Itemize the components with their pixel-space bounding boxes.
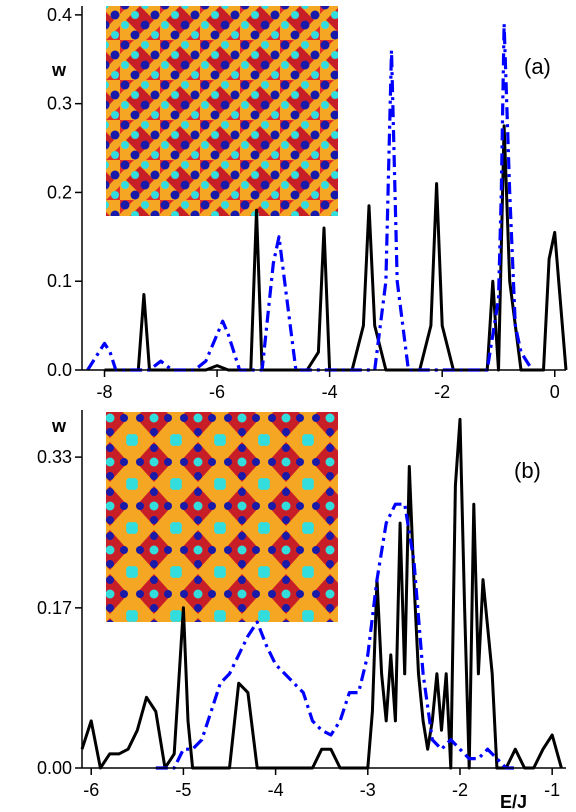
y-tick-label: 0.2 [47, 182, 72, 202]
y-tick-label: 0.3 [47, 94, 72, 114]
x-tick-label: -4 [322, 382, 338, 402]
lattice-inset-b [106, 412, 338, 622]
x-tick-label: -5 [175, 780, 191, 800]
y-tick-label: 0.1 [47, 271, 72, 291]
panel-b: -6 -5 -4 -3 -2 -1 0.00 0.17 0.33 w E/J (b) [37, 410, 566, 812]
y-tick-label: 0.33 [37, 447, 72, 467]
y-axis-title-b: w [51, 416, 67, 436]
panel-a: -8 -6 -4 -2 0 0.0 0.1 0.2 0.3 0.4 w (a) [47, 5, 568, 402]
x-tick-label: -1 [544, 780, 560, 800]
series-line-solid [80, 417, 563, 770]
lattice-inset-a [106, 6, 338, 216]
x-tick-label: -8 [97, 382, 113, 402]
x-tick-label: -4 [268, 780, 284, 800]
panel-a-ticks: -8 -6 -4 -2 0 0.0 0.1 0.2 0.3 0.4 [47, 5, 560, 402]
y-tick-label: 0.00 [37, 758, 72, 778]
y-tick-label: 0.17 [37, 598, 72, 618]
series-line-dashdot [86, 22, 534, 372]
y-tick-label: 0.0 [47, 360, 72, 380]
x-tick-label: -6 [83, 780, 99, 800]
panel-b-ticks: -6 -5 -4 -3 -2 -1 0.00 0.17 0.33 [37, 447, 560, 800]
x-tick-label: -2 [434, 382, 450, 402]
x-axis-title-b: E/J [500, 792, 527, 812]
series-line-dashdot [155, 502, 516, 770]
x-tick-label: -3 [360, 780, 376, 800]
y-axis-title-a: w [51, 60, 67, 80]
x-tick-label: -6 [209, 382, 225, 402]
x-tick-label: 0 [550, 382, 560, 402]
panel-label-b: (b) [514, 458, 541, 483]
x-tick-label: -2 [452, 780, 468, 800]
y-tick-label: 0.4 [47, 5, 72, 25]
panel-b-marks [80, 417, 563, 770]
panel-label-a: (a) [524, 54, 551, 79]
